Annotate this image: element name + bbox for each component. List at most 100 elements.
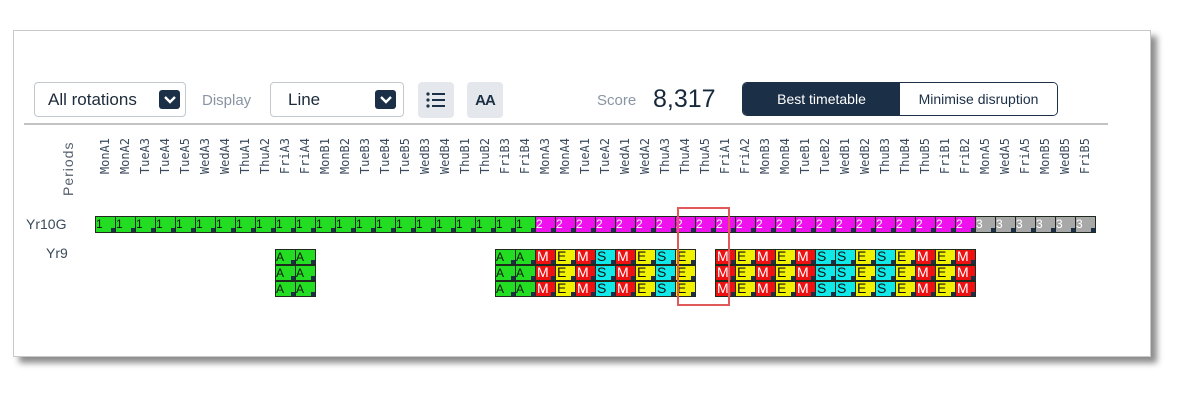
yr10g-cell[interactable]: 2 [575,216,596,233]
yr10g-cell[interactable]: 1 [95,216,116,233]
yr10g-cell[interactable]: 3 [1055,216,1076,233]
yr10g-cell[interactable]: 3 [1035,216,1056,233]
yr9-cell[interactable]: S [655,249,676,265]
yr10g-cell[interactable]: 1 [435,216,456,233]
yr10g-cell[interactable]: 1 [235,216,256,233]
yr9-cell[interactable]: E [635,281,656,297]
yr9-cell[interactable]: S [835,249,856,265]
yr10g-cell[interactable]: 1 [215,216,236,233]
yr9-cell[interactable]: E [635,265,656,281]
yr9-cell[interactable]: M [955,249,976,265]
yr10g-cell[interactable]: 3 [995,216,1016,233]
yr10g-cell[interactable]: 2 [695,216,716,233]
yr9-cell[interactable]: A [295,281,316,297]
yr9-cell[interactable]: S [835,281,856,297]
yr9-cell[interactable]: S [595,265,616,281]
yr10g-cell[interactable]: 1 [195,216,216,233]
yr9-cell[interactable]: M [955,265,976,281]
yr9-cell[interactable]: A [515,265,536,281]
yr9-cell[interactable]: E [895,265,916,281]
list-view-button[interactable] [418,82,454,118]
yr9-cell[interactable]: M [615,249,636,265]
best-timetable-button[interactable]: Best timetable [743,83,900,115]
yr9-cell[interactable]: M [535,265,556,281]
yr9-cell[interactable]: S [815,281,836,297]
yr9-cell[interactable]: M [755,265,776,281]
yr9-cell[interactable]: E [635,249,656,265]
yr9-cell[interactable]: E [675,249,696,265]
yr9-cell[interactable]: E [895,249,916,265]
yr10g-cell[interactable]: 2 [875,216,896,233]
yr9-cell[interactable]: E [675,281,696,297]
selected-period-highlight[interactable] [677,207,730,306]
yr9-cell[interactable]: A [495,281,516,297]
yr9-cell[interactable]: E [555,265,576,281]
yr9-cell[interactable]: M [955,281,976,297]
yr9-cell[interactable]: M [715,281,736,297]
yr9-cell[interactable]: E [735,265,756,281]
yr9-cell[interactable]: M [715,265,736,281]
yr10g-cell[interactable]: 2 [635,216,656,233]
yr10g-cell[interactable]: 2 [735,216,756,233]
yr9-cell[interactable]: E [775,265,796,281]
yr10g-cell[interactable]: 2 [595,216,616,233]
yr9-cell[interactable]: S [655,281,676,297]
yr9-cell[interactable]: S [875,265,896,281]
display-select[interactable]: Line [270,82,404,117]
yr9-cell[interactable]: A [295,265,316,281]
yr10g-cell[interactable]: 1 [135,216,156,233]
yr10g-cell[interactable]: 2 [915,216,936,233]
yr9-cell[interactable]: E [855,265,876,281]
yr9-cell[interactable]: M [795,281,816,297]
yr10g-cell[interactable]: 3 [1015,216,1036,233]
yr9-cell[interactable]: S [655,265,676,281]
yr9-cell[interactable]: A [275,249,296,265]
yr9-cell[interactable]: E [855,249,876,265]
yr10g-cell[interactable]: 3 [975,216,996,233]
yr9-cell[interactable]: A [275,281,296,297]
yr10g-cell[interactable]: 1 [155,216,176,233]
yr9-cell[interactable]: M [575,281,596,297]
yr9-cell[interactable]: E [555,249,576,265]
yr9-cell[interactable]: M [755,249,776,265]
yr9-cell[interactable]: E [735,249,756,265]
yr10g-cell[interactable]: 2 [535,216,556,233]
yr10g-cell[interactable]: 2 [815,216,836,233]
yr9-cell[interactable]: M [755,281,776,297]
yr10g-cell[interactable]: 1 [375,216,396,233]
yr10g-cell[interactable]: 2 [775,216,796,233]
yr9-cell[interactable]: M [535,281,556,297]
yr10g-cell[interactable]: 1 [515,216,536,233]
yr9-cell[interactable]: S [815,249,836,265]
font-size-button[interactable]: AA [467,82,503,118]
yr9-cell[interactable]: M [795,249,816,265]
yr9-cell[interactable]: M [575,249,596,265]
yr10g-cell[interactable]: 1 [255,216,276,233]
minimise-disruption-button[interactable]: Minimise disruption [900,83,1057,115]
yr10g-cell[interactable]: 1 [355,216,376,233]
yr9-cell[interactable]: E [775,281,796,297]
yr9-cell[interactable]: S [815,265,836,281]
yr9-cell[interactable]: M [915,281,936,297]
yr9-cell[interactable]: A [275,265,296,281]
yr10g-cell[interactable]: 2 [935,216,956,233]
yr9-cell[interactable]: E [735,281,756,297]
yr9-cell[interactable]: M [575,265,596,281]
yr10g-cell[interactable]: 1 [495,216,516,233]
yr10g-cell[interactable]: 1 [115,216,136,233]
yr9-cell[interactable]: E [935,281,956,297]
yr9-cell[interactable]: E [775,249,796,265]
yr10g-cell[interactable]: 2 [855,216,876,233]
yr10g-cell[interactable]: 1 [335,216,356,233]
yr10g-cell[interactable]: 2 [895,216,916,233]
yr9-cell[interactable]: E [895,281,916,297]
yr10g-cell[interactable]: 1 [295,216,316,233]
yr9-cell[interactable]: E [855,281,876,297]
yr10g-cell[interactable]: 2 [955,216,976,233]
yr10g-cell[interactable]: 2 [835,216,856,233]
yr9-cell[interactable]: M [915,249,936,265]
yr10g-cell[interactable]: 1 [475,216,496,233]
yr9-cell[interactable]: M [795,265,816,281]
yr10g-cell[interactable]: 2 [615,216,636,233]
yr9-cell[interactable]: A [495,265,516,281]
